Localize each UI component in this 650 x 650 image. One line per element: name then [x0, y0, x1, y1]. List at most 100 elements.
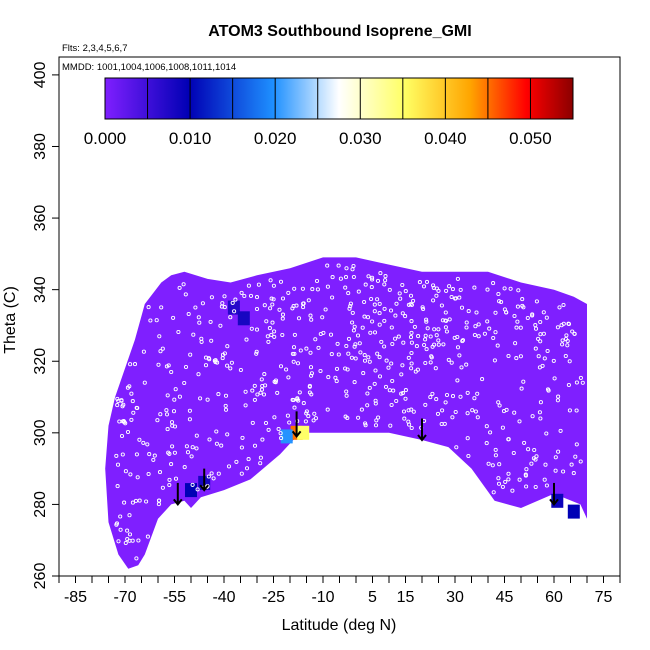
observation-marker	[290, 306, 295, 311]
observation-marker	[358, 350, 363, 355]
observation-marker	[382, 282, 387, 287]
observation-marker	[362, 358, 368, 363]
observation-marker	[458, 287, 463, 292]
observation-marker	[134, 556, 139, 561]
observation-marker	[450, 415, 455, 420]
observation-marker	[141, 440, 146, 445]
observation-marker	[430, 344, 435, 349]
observation-marker	[197, 320, 202, 325]
chart-title: ATOM3 Southbound Isoprene_GMI	[208, 23, 471, 40]
observation-marker	[206, 474, 211, 479]
observation-marker	[272, 329, 277, 334]
observation-marker	[399, 391, 404, 396]
observation-marker	[158, 412, 163, 417]
observation-marker	[208, 319, 213, 324]
observation-marker	[402, 416, 407, 421]
x-axis-label: Latitude (deg N)	[282, 617, 397, 634]
x-tick-label: 60	[545, 589, 563, 606]
observation-marker	[194, 433, 199, 438]
observation-marker	[122, 500, 127, 505]
observation-marker	[465, 411, 470, 416]
observation-marker	[270, 320, 275, 325]
x-axis: -85 -70 -55 -40 -25 -10 5 15 30 45 60 75	[58, 576, 621, 606]
observation-marker	[510, 488, 515, 493]
observation-marker	[514, 356, 519, 361]
observation-marker	[444, 392, 450, 398]
observation-marker	[403, 388, 408, 393]
observation-marker	[497, 299, 502, 304]
observation-marker	[503, 479, 508, 484]
observation-marker	[399, 372, 404, 377]
observation-marker	[137, 437, 142, 442]
observation-marker	[373, 368, 378, 373]
observation-marker	[141, 349, 146, 354]
observation-marker	[254, 327, 260, 332]
observation-marker	[538, 400, 543, 405]
observation-marker	[409, 350, 414, 356]
observation-marker	[455, 378, 460, 383]
observation-marker	[125, 429, 131, 435]
observation-marker	[574, 408, 579, 413]
observation-marker	[351, 274, 356, 280]
observation-marker	[403, 289, 408, 294]
observation-marker	[571, 471, 576, 476]
observation-marker	[432, 327, 437, 332]
observation-marker	[449, 360, 454, 365]
observation-marker	[538, 416, 543, 421]
observation-marker	[529, 461, 534, 466]
observation-marker	[424, 347, 429, 352]
observation-marker	[450, 394, 456, 399]
observation-marker	[544, 431, 549, 436]
observation-marker	[326, 375, 331, 380]
observation-marker	[152, 453, 157, 458]
observation-marker	[209, 295, 214, 300]
observation-marker	[287, 420, 292, 425]
observation-marker	[258, 461, 263, 466]
observation-marker	[116, 398, 121, 404]
observation-marker	[525, 315, 530, 321]
observation-marker	[393, 313, 398, 318]
observation-marker	[350, 320, 355, 325]
observation-marker	[457, 295, 462, 300]
observation-marker	[127, 513, 132, 518]
observation-marker	[207, 437, 212, 442]
observation-marker	[373, 423, 379, 428]
observation-marker	[147, 452, 152, 457]
observation-marker	[466, 453, 471, 459]
observation-marker	[119, 433, 125, 439]
observation-marker	[145, 534, 150, 539]
observation-marker	[370, 275, 375, 280]
observation-marker	[487, 326, 492, 331]
observation-marker	[436, 338, 441, 343]
observation-marker	[148, 318, 153, 323]
concentration-patch	[297, 425, 310, 440]
observation-marker	[306, 298, 311, 303]
observation-marker	[295, 396, 300, 401]
observation-marker	[187, 408, 192, 413]
flights-label: Flts: 2,3,4,5,6,7	[62, 43, 127, 54]
observation-marker	[346, 351, 351, 356]
observation-marker	[379, 339, 384, 344]
observation-marker	[133, 498, 139, 503]
observation-marker	[565, 343, 570, 348]
observation-marker	[464, 362, 469, 367]
observation-marker	[292, 405, 297, 410]
observation-marker	[428, 334, 433, 339]
observation-marker	[286, 290, 291, 295]
observation-marker	[285, 413, 290, 418]
observation-marker	[223, 403, 228, 408]
observation-marker	[401, 409, 407, 414]
observation-marker	[350, 310, 355, 315]
observation-marker	[276, 426, 281, 432]
observation-marker	[428, 360, 433, 365]
x-tick-label: -10	[311, 589, 334, 606]
observation-marker	[473, 409, 478, 414]
observation-marker	[355, 333, 361, 338]
observation-marker	[261, 392, 267, 397]
observation-marker	[556, 394, 561, 399]
observation-marker	[246, 283, 251, 288]
observation-marker	[239, 290, 244, 295]
observation-marker	[127, 538, 132, 543]
observation-marker	[233, 297, 238, 302]
observation-marker	[382, 344, 387, 349]
